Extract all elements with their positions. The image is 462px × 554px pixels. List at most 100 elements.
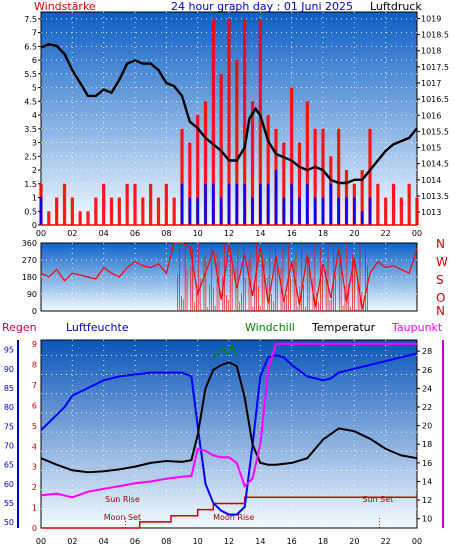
temperature-tick-label: 26 — [422, 366, 432, 375]
hour-tick-label: 00 — [36, 229, 46, 238]
hour-tick-label: 04 — [99, 537, 109, 546]
pressure-tick-label: 1013.5 — [421, 192, 449, 201]
gust-bar — [282, 142, 286, 225]
temperature-tick-label: 24 — [422, 384, 432, 393]
gust-bar — [305, 101, 309, 225]
compass-label: N — [436, 237, 445, 251]
series-lines-layer — [40, 43, 418, 529]
hour-tick-label: 18 — [318, 229, 328, 238]
temperature-tick-label: 18 — [422, 440, 432, 449]
windchill-line — [212, 344, 238, 359]
hour-tick-label: 02 — [67, 229, 77, 238]
gust-bar — [156, 197, 161, 225]
gust-bar — [78, 211, 82, 225]
wind-tick-label: 1 — [32, 194, 37, 203]
direction-tick-label: 270 — [22, 256, 37, 265]
pressure-tick-label: 1014.5 — [421, 160, 449, 169]
rain-tick-label: 5 — [32, 422, 37, 431]
hour-tick-label: 20 — [349, 229, 359, 238]
humidity-label: Luftfeuchte — [66, 321, 129, 334]
wind-tick-label: 5 — [32, 84, 37, 93]
gust-bar — [180, 128, 184, 225]
pressure-tick-label: 1014 — [421, 176, 441, 185]
gust-bar — [235, 60, 239, 226]
wind-bar — [180, 183, 184, 225]
wind-bar — [306, 183, 309, 225]
wind-tick-label: 6 — [32, 56, 37, 65]
wind-bar — [251, 197, 254, 225]
temperature-tick-label: 10 — [422, 515, 432, 524]
wind-bar — [329, 183, 333, 225]
gust-bar — [102, 183, 106, 225]
astro-annotation: Sun Set — [362, 495, 393, 504]
temperature-tick-label: 22 — [422, 403, 432, 412]
astro-annotation: Sun Rise — [105, 495, 140, 504]
gust-bar — [360, 170, 364, 225]
wind-bar — [227, 183, 231, 225]
hour-tick-label: 06 — [130, 537, 140, 546]
humidity-tick-label: 55 — [4, 499, 14, 508]
wind-bar — [337, 197, 340, 225]
temperature-tick-label: 20 — [422, 422, 432, 431]
gust-bar — [55, 197, 59, 225]
compass-label: O — [436, 291, 445, 305]
gust-bar — [86, 211, 90, 225]
rain-label: Regen — [2, 321, 37, 334]
hour-tick-label: 00 — [412, 229, 422, 238]
wind-bar — [188, 197, 192, 225]
wind-tick-label: 3.5 — [24, 125, 37, 134]
gust-bar — [117, 197, 121, 225]
gust-bar — [188, 142, 192, 225]
gust-bar — [391, 183, 396, 225]
wind-tick-label: 6.5 — [24, 42, 37, 51]
gust-bar — [62, 183, 67, 225]
pressure-label: Luftdruck — [370, 0, 422, 13]
wind-bar — [259, 183, 262, 225]
wind-strength-label: Windstärke — [34, 0, 96, 13]
gust-bar — [70, 197, 74, 225]
hour-tick-label: 22 — [381, 537, 391, 546]
gust-bar — [297, 142, 302, 225]
humidity-tick-label: 90 — [4, 365, 14, 374]
wind-tick-label: 4.5 — [24, 97, 37, 106]
hour-tick-label: 08 — [161, 537, 171, 546]
gust-bar — [313, 128, 317, 225]
pressure-tick-label: 1018.5 — [421, 31, 449, 40]
wind-bar — [196, 197, 199, 225]
pressure-tick-label: 1016 — [421, 111, 441, 120]
wind-bar — [321, 197, 325, 225]
astro-annotation: Moon Rise — [213, 513, 254, 522]
wind-bar — [368, 197, 372, 225]
direction-tick-label: 90 — [27, 290, 37, 299]
gust-bar — [407, 183, 411, 225]
wind-tick-label: 1.5 — [24, 180, 37, 189]
wind-tick-label: 4 — [32, 111, 37, 120]
tick-labels-layer: 00.511.522.533.544.555.566.577.510131013… — [4, 14, 449, 546]
gust-bar — [290, 87, 294, 225]
pressure-tick-label: 1013 — [421, 208, 441, 217]
gust-bar — [133, 183, 137, 225]
hour-tick-label: 18 — [318, 537, 328, 546]
hour-tick-label: 14 — [255, 229, 265, 238]
pressure-tick-label: 1016.5 — [421, 95, 449, 104]
gust-bar — [376, 183, 380, 225]
pressure-tick-label: 1017.5 — [421, 63, 449, 72]
humidity-tick-label: 60 — [4, 480, 14, 489]
humidity-tick-label: 85 — [4, 384, 14, 393]
wind-tick-label: 2.5 — [24, 152, 37, 161]
gust-bar — [321, 128, 325, 225]
gust-bar — [196, 115, 200, 225]
wind-bar — [274, 170, 278, 225]
gust-bar — [149, 183, 153, 225]
hour-tick-label: 16 — [287, 537, 297, 546]
rain-tick-label: 0 — [32, 524, 37, 533]
wind-bar — [313, 197, 317, 225]
wind-bar — [353, 197, 356, 225]
gust-bar — [141, 197, 145, 225]
taupunkt-line — [40, 342, 417, 499]
wind-bar — [243, 183, 246, 225]
compass-label: S — [436, 273, 444, 287]
wind-tick-label: 5.5 — [24, 70, 37, 79]
luftfeuchte-line — [40, 352, 418, 516]
